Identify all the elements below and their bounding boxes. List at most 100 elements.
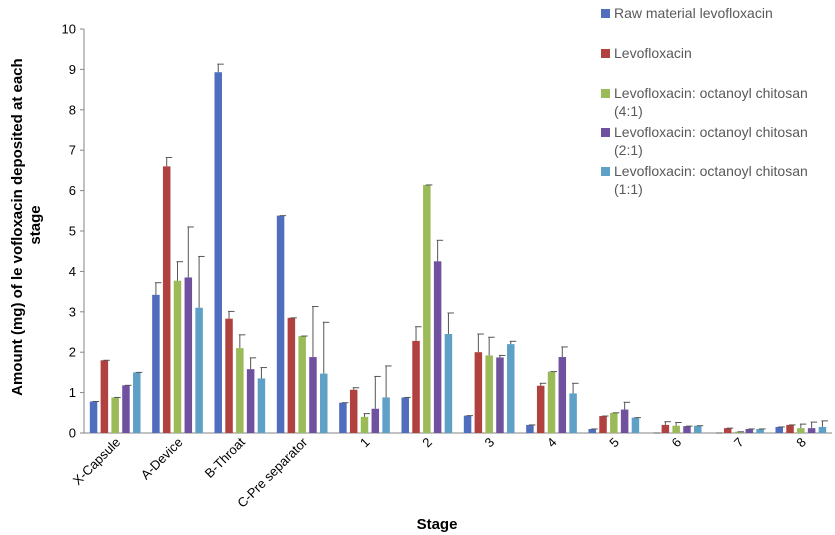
bar [349,389,358,433]
bar [631,417,640,433]
y-axis-title-line-1: Amount (mg) of le vofloxacin deposited a… [9,58,26,396]
legend-item: Levofloxacin: octanoyl chitosan (2:1) [601,124,808,158]
bar [246,369,255,433]
y-tick-label: 6 [69,183,76,198]
bar [672,425,680,433]
y-axis-ticks: 0 1 2 3 4 5 6 7 8 9 10 [62,22,84,441]
bar [683,426,691,433]
y-tick-label: 2 [69,345,76,360]
bar [599,416,607,433]
bar [818,426,827,433]
bar [360,416,369,433]
bar [610,412,618,433]
bar [775,426,783,433]
x-tick-label: 7 [731,435,747,451]
legend-item: Levofloxacin: octanoyl chitosan (4:1) [601,85,808,119]
legend-label: Levofloxacin: octanoyl chitosan [614,163,808,179]
bar [507,344,515,433]
bar [184,277,193,433]
bar [412,340,420,433]
bar [257,378,266,433]
bar [401,397,409,433]
bar [371,408,380,433]
bar [734,431,743,433]
bar [526,424,534,433]
bar [122,385,130,433]
legend-item: Raw material levofloxacin [601,5,773,21]
bar [214,72,222,433]
x-axis-title: Stage [417,516,458,533]
bar [423,184,431,433]
x-tick-label: 4 [544,435,560,451]
bar [463,415,472,433]
bar [320,373,328,433]
y-tick-label: 0 [69,426,76,441]
bar [100,360,109,433]
bar [569,393,577,433]
bar [309,357,317,433]
legend-label: (2:1) [614,142,643,158]
legend: Raw material levofloxacin Levofloxacin Lev… [601,5,808,197]
bar [111,397,119,433]
bar [298,336,306,433]
y-axis-title-line-2: stage [27,205,44,244]
bar [547,371,556,433]
bar [287,317,296,433]
bar [745,428,754,433]
y-tick-label: 3 [69,304,76,319]
legend-label: (1:1) [614,181,643,197]
x-tick-label: 8 [793,435,809,451]
bar [225,318,233,433]
bar [444,334,453,433]
y-tick-label: 7 [69,143,76,158]
bar [620,409,629,433]
legend-swatch [601,49,610,58]
legend-swatch [601,128,610,137]
bar [661,424,670,433]
x-tick-label: 5 [606,435,622,451]
x-tick-label: 6 [669,435,685,451]
bar [89,401,98,433]
bar [694,425,702,433]
y-tick-label: 1 [69,385,76,400]
bar [152,294,160,433]
legend-label: Raw material levofloxacin [614,5,773,21]
bar [133,372,141,433]
y-tick-label: 10 [62,22,76,37]
bar [276,215,285,433]
bar [339,402,347,433]
y-tick-label: 4 [69,264,76,279]
plot-area [83,29,832,434]
legend-label: Levofloxacin [614,45,692,61]
bar [558,357,567,433]
legend-item: Levofloxacin: octanoyl chitosan (1:1) [601,163,808,197]
x-tick-label: A-Device [138,435,186,483]
legend-label: Levofloxacin: octanoyl chitosan [614,124,808,140]
x-tick-label: 2 [419,435,435,451]
bar [382,397,390,433]
x-tick-label: 1 [357,435,373,451]
bar [173,280,182,433]
bar [433,261,442,433]
legend-label: Levofloxacin: octanoyl chitosan [614,85,808,101]
bar [807,428,816,433]
bar [162,166,171,434]
x-tick-label: X-Capsule [70,435,124,489]
bar [723,428,732,433]
bar [588,428,596,433]
bar [536,385,545,433]
bar [474,352,483,433]
bar [485,355,493,433]
y-tick-label: 5 [69,224,76,239]
legend-item: Levofloxacin [601,45,692,61]
legend-swatch [601,89,610,98]
bar [756,428,764,433]
y-tick-label: 8 [69,102,76,117]
y-axis-title: Amount (mg) of le vofloxacin deposited a… [9,54,44,396]
legend-swatch [601,9,610,18]
legend-swatch [601,167,610,176]
bar [236,348,244,433]
bar [786,424,794,433]
